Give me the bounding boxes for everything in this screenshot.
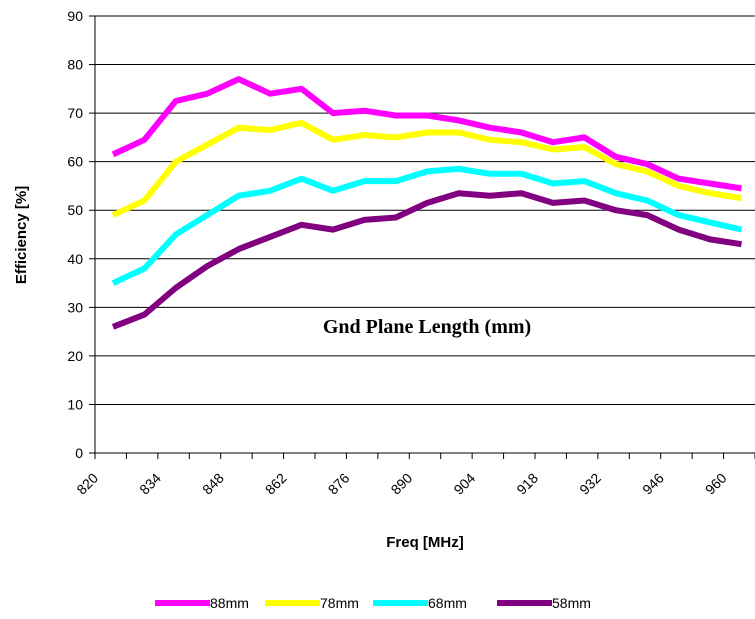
x-tick-label: 918 — [513, 470, 541, 498]
x-tick-label: 946 — [639, 470, 667, 498]
series-line-88mm — [111, 76, 742, 192]
legend-label: 78mm — [320, 595, 359, 611]
gridlines — [95, 15, 755, 405]
x-tick-label: 876 — [325, 470, 353, 498]
y-tick-label: 60 — [67, 154, 83, 170]
x-tick-label: 932 — [576, 470, 604, 498]
series-lines — [111, 76, 743, 330]
x-tick-label: 862 — [262, 470, 290, 498]
legend-label: 68mm — [428, 595, 467, 611]
legend: 88mm 78mm 68mm 58mm — [155, 595, 591, 611]
y-tick-label: 80 — [67, 57, 83, 73]
series-line-78mm — [111, 119, 742, 218]
y-axis-title: Efficiency [%] — [13, 186, 30, 284]
x-tick-label: 890 — [388, 470, 416, 498]
y-tick-label: 70 — [67, 105, 83, 121]
chart-annotation: Gnd Plane Length (mm) — [323, 316, 531, 338]
series-line-68mm — [111, 165, 743, 286]
legend-label: 88mm — [210, 595, 249, 611]
x-tick-label: 904 — [450, 470, 478, 498]
y-tick-label: 90 — [67, 8, 83, 24]
y-tick-label: 50 — [67, 202, 83, 218]
legend-label: 58mm — [552, 595, 591, 611]
series-line-58mm — [111, 190, 742, 330]
x-tick-label: 820 — [73, 470, 101, 498]
y-tick-label: 20 — [67, 348, 83, 364]
y-tick-label: 0 — [75, 445, 83, 461]
x-axis-ticks: 820 834 848 862 876 890 904 918 932 946 960 — [73, 453, 755, 498]
y-tick-label: 30 — [67, 299, 83, 315]
axes — [94, 16, 755, 454]
x-axis-title: Freq [MHz] — [386, 534, 464, 551]
x-tick-label: 834 — [136, 470, 164, 498]
x-tick-label: 848 — [199, 470, 227, 498]
y-axis-ticks: 0 10 20 30 40 50 60 70 80 90 — [67, 8, 95, 461]
y-tick-label: 40 — [67, 251, 83, 267]
y-tick-label: 10 — [67, 396, 83, 412]
x-tick-label: 960 — [702, 470, 730, 498]
